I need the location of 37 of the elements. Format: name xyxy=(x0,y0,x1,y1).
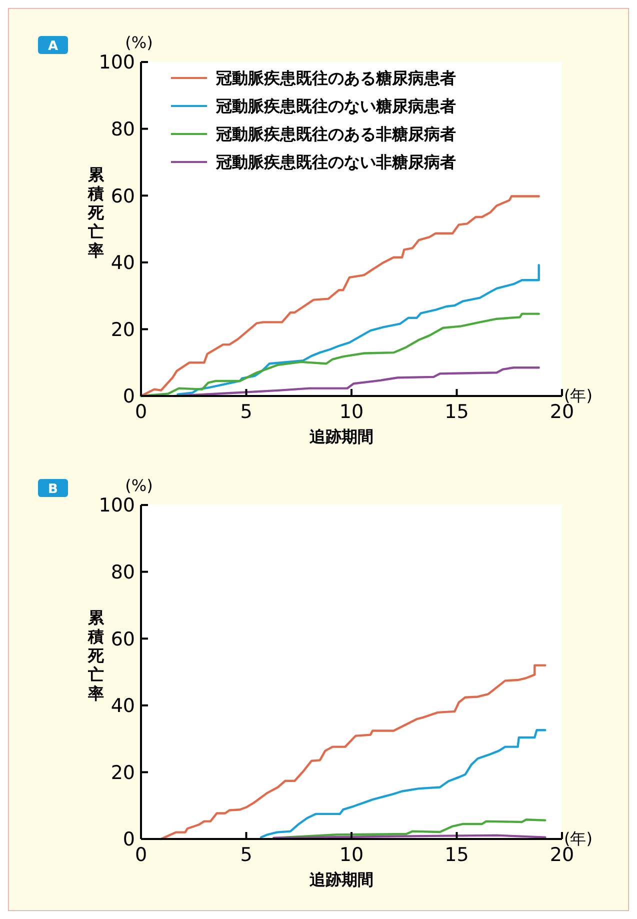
line-series xyxy=(176,264,540,396)
x-tick-label: 15 xyxy=(444,401,469,423)
line-series xyxy=(160,664,546,840)
y-tick-label: 20 xyxy=(110,318,135,341)
x-tick-label: 10 xyxy=(339,401,364,423)
legend-label: 冠動脈疾患既往のない非糖尿病者 xyxy=(215,152,456,172)
y-tick-label: 20 xyxy=(110,762,135,784)
legend-label: 冠動脈疾患既往のある糖尿病患者 xyxy=(215,68,456,88)
y-axis-title: 累積死亡率 xyxy=(87,165,105,260)
x-tick-label: 15 xyxy=(444,844,469,866)
line-series xyxy=(140,312,540,398)
text: (年) xyxy=(564,386,592,405)
y-tick-label: 80 xyxy=(110,561,135,584)
y-tick-label: 0 xyxy=(122,828,135,851)
y-axis-title: 累積死亡率 xyxy=(87,608,105,703)
text: (%) xyxy=(125,33,153,52)
y-tick-label: 100 xyxy=(98,494,135,517)
x-axis-title: 追跡期間 xyxy=(308,427,374,446)
legend-label: 冠動脈疾患既往のない糖尿病患者 xyxy=(215,96,456,116)
line-series xyxy=(260,729,546,838)
x-tick-label: 5 xyxy=(240,401,252,423)
y-tick-label: 40 xyxy=(110,695,135,718)
y-tick-label: 60 xyxy=(110,628,135,650)
x-tick-label: 5 xyxy=(240,844,252,866)
line-series xyxy=(140,195,540,398)
x-axis-title: 追跡期間 xyxy=(308,870,374,889)
chart-title: A xyxy=(48,39,58,54)
legend-label: 冠動脈疾患既往のある非糖尿病者 xyxy=(215,124,456,144)
text: (年) xyxy=(564,829,592,848)
y-tick-label: 60 xyxy=(110,185,135,208)
y-tick-label: 0 xyxy=(122,386,135,408)
y-tick-label: 100 xyxy=(98,52,135,74)
y-tick-label: 80 xyxy=(110,118,135,140)
text: (%) xyxy=(125,476,153,495)
chart-title: B xyxy=(48,482,58,497)
x-tick-label: 10 xyxy=(339,844,364,866)
y-tick-label: 40 xyxy=(110,252,135,274)
